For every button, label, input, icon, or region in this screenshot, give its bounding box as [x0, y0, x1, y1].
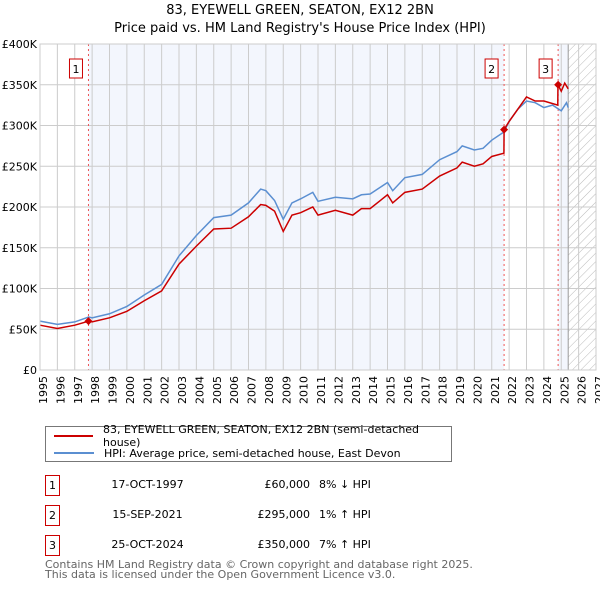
- sale-row: 1 17-OCT-1997 £60,000 8% ↓ HPI: [45, 475, 445, 496]
- x-tick-label: 2010: [298, 376, 311, 404]
- sale-label: 2: [488, 63, 495, 76]
- x-tick-label: 2012: [332, 376, 345, 404]
- x-tick-label: 2024: [541, 376, 554, 404]
- footer-line-2: This data is licensed under the Open Gov…: [45, 568, 396, 581]
- footer-line-1: Contains HM Land Registry data © Crown c…: [45, 558, 473, 571]
- legend-label-hpi: HPI: Average price, semi-detached house,…: [104, 446, 401, 460]
- y-tick-label: £250K: [2, 160, 38, 173]
- sale-date: 17-OCT-1997: [111, 478, 184, 491]
- x-tick-label: 2004: [193, 376, 206, 404]
- x-tick-label: 1996: [54, 376, 67, 404]
- sale-date: 15-SEP-2021: [112, 508, 183, 521]
- sale-hpi-diff: 8% ↓ HPI: [319, 478, 371, 491]
- y-tick-label: £300K: [2, 120, 38, 133]
- x-tick-label: 2021: [489, 376, 502, 404]
- sale-price: £350,000: [257, 538, 311, 551]
- sale-date: 25-OCT-2024: [111, 538, 184, 551]
- sale-price: £60,000: [264, 478, 311, 491]
- x-tick-label: 2019: [454, 376, 467, 404]
- y-tick-label: £0: [23, 364, 37, 377]
- sale-row: 3 25-OCT-2024 £350,000 7% ↑ HPI: [45, 535, 445, 556]
- sale-label: 3: [542, 63, 549, 76]
- x-tick-label: 2017: [419, 376, 432, 404]
- sale-number-badge: 1: [45, 475, 60, 496]
- chart-title: 83, EYEWELL GREEN, SEATON, EX12 2BN: [166, 3, 434, 18]
- legend-swatch-property: [54, 435, 93, 437]
- sale-label-box: [68, 58, 83, 79]
- x-tick-label: 2011: [315, 376, 328, 404]
- y-tick-label: £350K: [2, 79, 38, 92]
- x-tick-label: 1998: [89, 376, 102, 404]
- x-tick-label: 2027: [593, 376, 600, 404]
- x-tick-label: 2026: [576, 376, 589, 404]
- y-tick-label: £200K: [2, 201, 38, 214]
- x-tick-label: 2009: [280, 376, 293, 404]
- sale-point: [554, 80, 563, 89]
- x-tick-label: 1997: [72, 376, 85, 404]
- sale-hpi-diff: 1% ↑ HPI: [319, 508, 371, 521]
- x-tick-label: 1999: [107, 376, 120, 404]
- x-tick-label: 1995: [37, 376, 50, 404]
- x-tick-label: 2015: [385, 376, 398, 404]
- x-tick-label: 2008: [263, 376, 276, 404]
- sale-price: £295,000: [257, 508, 311, 521]
- x-tick-label: 2013: [350, 376, 363, 404]
- x-tick-label: 2014: [367, 376, 380, 404]
- price-chart: 1995 1996 1997 1998 1999 2000 2001 2002 2003 2004…: [2, 38, 600, 404]
- sale-row: 2 15-SEP-2021 £295,000 1% ↑ HPI: [45, 505, 445, 526]
- x-tick-label: 2007: [246, 376, 259, 404]
- sale-label-box: [484, 58, 499, 79]
- legend-label-property: 83, EYEWELL GREEN, SEATON, EX12 2BN (sem…: [103, 423, 420, 449]
- sale-point: [84, 317, 93, 326]
- x-tick-label: 2000: [124, 376, 137, 404]
- legend: 83, EYEWELL GREEN, SEATON, EX12 2BN (sem…: [45, 423, 452, 462]
- x-tick-label: 2018: [437, 376, 450, 404]
- sale-label-box: [538, 58, 553, 79]
- y-tick-label: £50K: [9, 323, 38, 336]
- x-tick-label: 2005: [211, 376, 224, 404]
- sale-hpi-diff: 7% ↑ HPI: [319, 538, 371, 551]
- x-tick-label: 2023: [524, 376, 537, 404]
- plot-border: [39, 43, 597, 371]
- x-tick-label: 2016: [402, 376, 415, 404]
- chart-subtitle: Price paid vs. HM Land Registry's House …: [114, 21, 486, 36]
- x-tick-label: 2002: [159, 376, 172, 404]
- footer: Contains HM Land Registry data © Crown c…: [45, 558, 473, 581]
- x-tick-label: 2022: [506, 376, 519, 404]
- y-tick-label: £400K: [2, 38, 38, 51]
- x-tick-label: 2020: [471, 376, 484, 404]
- sale-number-badge: 2: [45, 505, 60, 526]
- y-tick-label: £100K: [2, 283, 38, 296]
- legend-swatch-hpi: [54, 452, 94, 454]
- sale-number-badge: 3: [45, 535, 60, 556]
- x-tick-label: 2006: [228, 376, 241, 404]
- sale-label: 1: [72, 63, 79, 76]
- y-tick-label: £150K: [2, 242, 38, 255]
- x-tick-label: 2025: [558, 376, 571, 404]
- property-price-line: [39, 81, 569, 330]
- x-tick-label: 2001: [141, 376, 154, 404]
- sale-point: [500, 125, 509, 134]
- x-tick-label: 2003: [176, 376, 189, 404]
